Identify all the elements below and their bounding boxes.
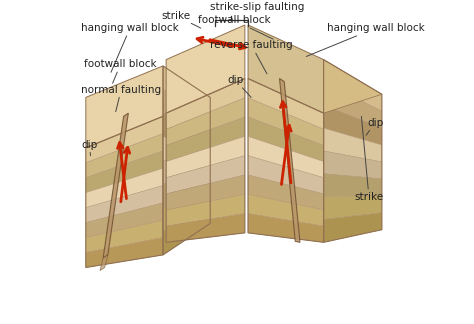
Text: strike: strike	[355, 116, 383, 202]
Polygon shape	[86, 66, 163, 148]
Polygon shape	[86, 168, 163, 208]
Polygon shape	[86, 220, 163, 252]
Text: footwall block: footwall block	[198, 15, 273, 39]
Polygon shape	[163, 208, 210, 255]
Polygon shape	[324, 151, 382, 179]
Text: strike-slip faulting: strike-slip faulting	[210, 2, 305, 12]
Text: dip: dip	[81, 140, 97, 156]
Polygon shape	[324, 60, 382, 111]
Polygon shape	[248, 25, 324, 113]
Polygon shape	[324, 128, 382, 162]
Polygon shape	[86, 237, 163, 268]
Polygon shape	[248, 98, 324, 145]
Polygon shape	[166, 156, 245, 194]
Polygon shape	[86, 133, 163, 178]
Polygon shape	[166, 117, 245, 162]
Polygon shape	[163, 160, 210, 184]
Polygon shape	[248, 136, 324, 178]
Polygon shape	[163, 176, 210, 208]
Polygon shape	[86, 203, 163, 237]
Polygon shape	[163, 66, 210, 113]
Polygon shape	[103, 113, 128, 258]
Polygon shape	[280, 78, 300, 242]
Text: strike: strike	[161, 10, 201, 28]
Polygon shape	[324, 82, 382, 128]
Polygon shape	[324, 196, 382, 219]
Polygon shape	[100, 255, 108, 271]
Polygon shape	[166, 136, 245, 178]
Polygon shape	[166, 175, 245, 210]
Polygon shape	[248, 78, 324, 129]
Text: footwall block: footwall block	[84, 59, 157, 83]
Polygon shape	[163, 113, 210, 145]
Text: dip: dip	[366, 118, 383, 135]
Polygon shape	[248, 175, 324, 210]
Polygon shape	[248, 194, 324, 226]
Polygon shape	[248, 117, 324, 162]
Polygon shape	[166, 98, 245, 145]
Polygon shape	[166, 78, 245, 129]
Polygon shape	[324, 174, 382, 197]
Polygon shape	[166, 214, 245, 242]
Text: reverse faulting: reverse faulting	[210, 40, 293, 74]
Polygon shape	[324, 105, 382, 145]
Text: dip: dip	[228, 75, 251, 98]
Polygon shape	[86, 186, 163, 223]
Text: normal faulting: normal faulting	[81, 85, 161, 111]
Polygon shape	[86, 116, 163, 163]
Polygon shape	[248, 214, 324, 242]
Text: hanging wall block: hanging wall block	[81, 23, 179, 72]
Polygon shape	[248, 156, 324, 194]
Polygon shape	[163, 89, 210, 129]
Polygon shape	[324, 60, 382, 113]
Polygon shape	[86, 151, 163, 193]
Polygon shape	[166, 194, 245, 226]
Text: hanging wall block: hanging wall block	[306, 23, 425, 56]
Polygon shape	[324, 213, 382, 242]
Polygon shape	[163, 137, 210, 160]
Polygon shape	[166, 25, 245, 113]
Polygon shape	[163, 192, 210, 231]
